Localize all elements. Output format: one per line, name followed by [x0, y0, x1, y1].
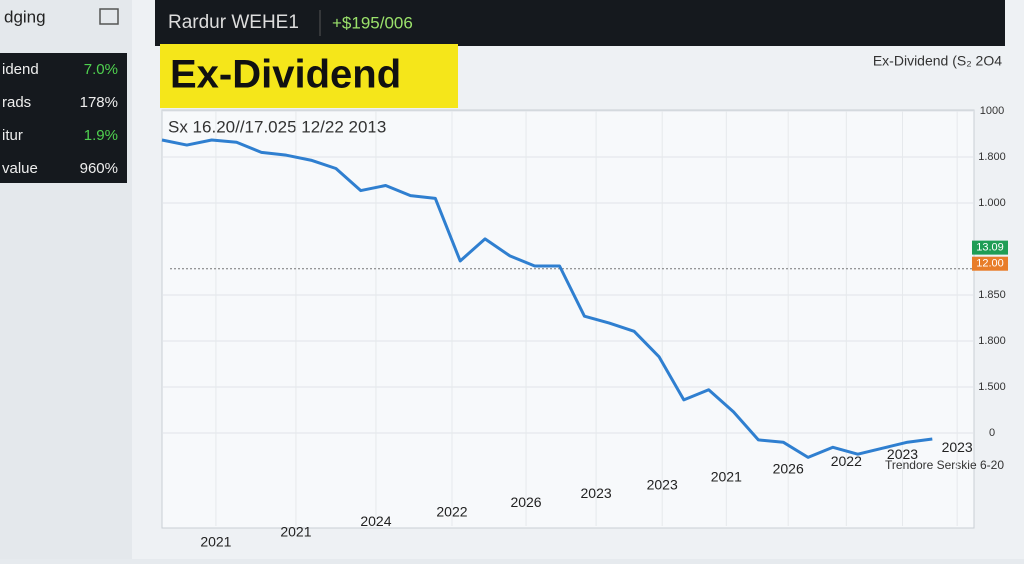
chart-title: Ex-Dividend (S₂ 2O4: [873, 53, 1002, 69]
row-label: itur: [2, 127, 23, 144]
y-tick-label: 1.800: [978, 335, 1006, 347]
x-tick-label: 2026: [773, 460, 804, 476]
row-value: 1.9%: [84, 127, 118, 144]
row-label: rads: [2, 94, 31, 111]
price-tag-label: 12.00: [976, 258, 1004, 270]
change: +$195/006: [332, 13, 413, 32]
x-tick-label: 2024: [360, 513, 391, 529]
stats-table: [0, 53, 127, 183]
sidebar-title: dging: [4, 7, 46, 26]
plot-area: [161, 109, 975, 529]
price-tag: [972, 256, 1008, 271]
badge-bg: [160, 44, 458, 108]
y-tick-label: 1.000: [978, 197, 1006, 209]
row-value: 7.0%: [84, 61, 118, 78]
x-tick-label: 2023: [942, 439, 973, 455]
row-label: idend: [2, 61, 39, 78]
y-tick-label: 1.800: [978, 151, 1006, 163]
row-value: 178%: [80, 94, 118, 111]
ticker: Rardur WEHE1: [168, 12, 299, 33]
x-tick-label: 2026: [510, 494, 541, 510]
top-bar: [155, 0, 1005, 46]
x-tick-label: 2021: [200, 534, 231, 550]
x-axis-label: Trendore Serskie 6-20: [885, 458, 1004, 472]
y-tick-label: 1000: [980, 105, 1004, 117]
y-tick-label: 1.850: [978, 289, 1006, 301]
y-tick-label: 1.500: [978, 381, 1006, 393]
x-tick-label: 2021: [711, 468, 742, 484]
sidebar-icon[interactable]: [99, 8, 119, 25]
x-tick-label: 2023: [887, 446, 918, 462]
x-tick-label: 2022: [436, 503, 467, 519]
badge: Ex-Dividend: [170, 53, 401, 97]
row-label: value: [2, 160, 38, 177]
x-tick-label: 2021: [280, 523, 311, 539]
row-value: 960%: [80, 160, 118, 177]
chart-subtitle: Sx 16.20//17.025 12/22 2013: [168, 117, 386, 136]
price-tag: [972, 240, 1008, 255]
x-tick-label: 2023: [581, 485, 612, 501]
y-tick-label: 0: [989, 427, 995, 439]
x-tick-label: 2023: [647, 477, 678, 493]
price-line: [161, 138, 933, 459]
x-tick-label: 2022: [831, 453, 862, 469]
price-tag-label: 13.09: [976, 242, 1004, 254]
